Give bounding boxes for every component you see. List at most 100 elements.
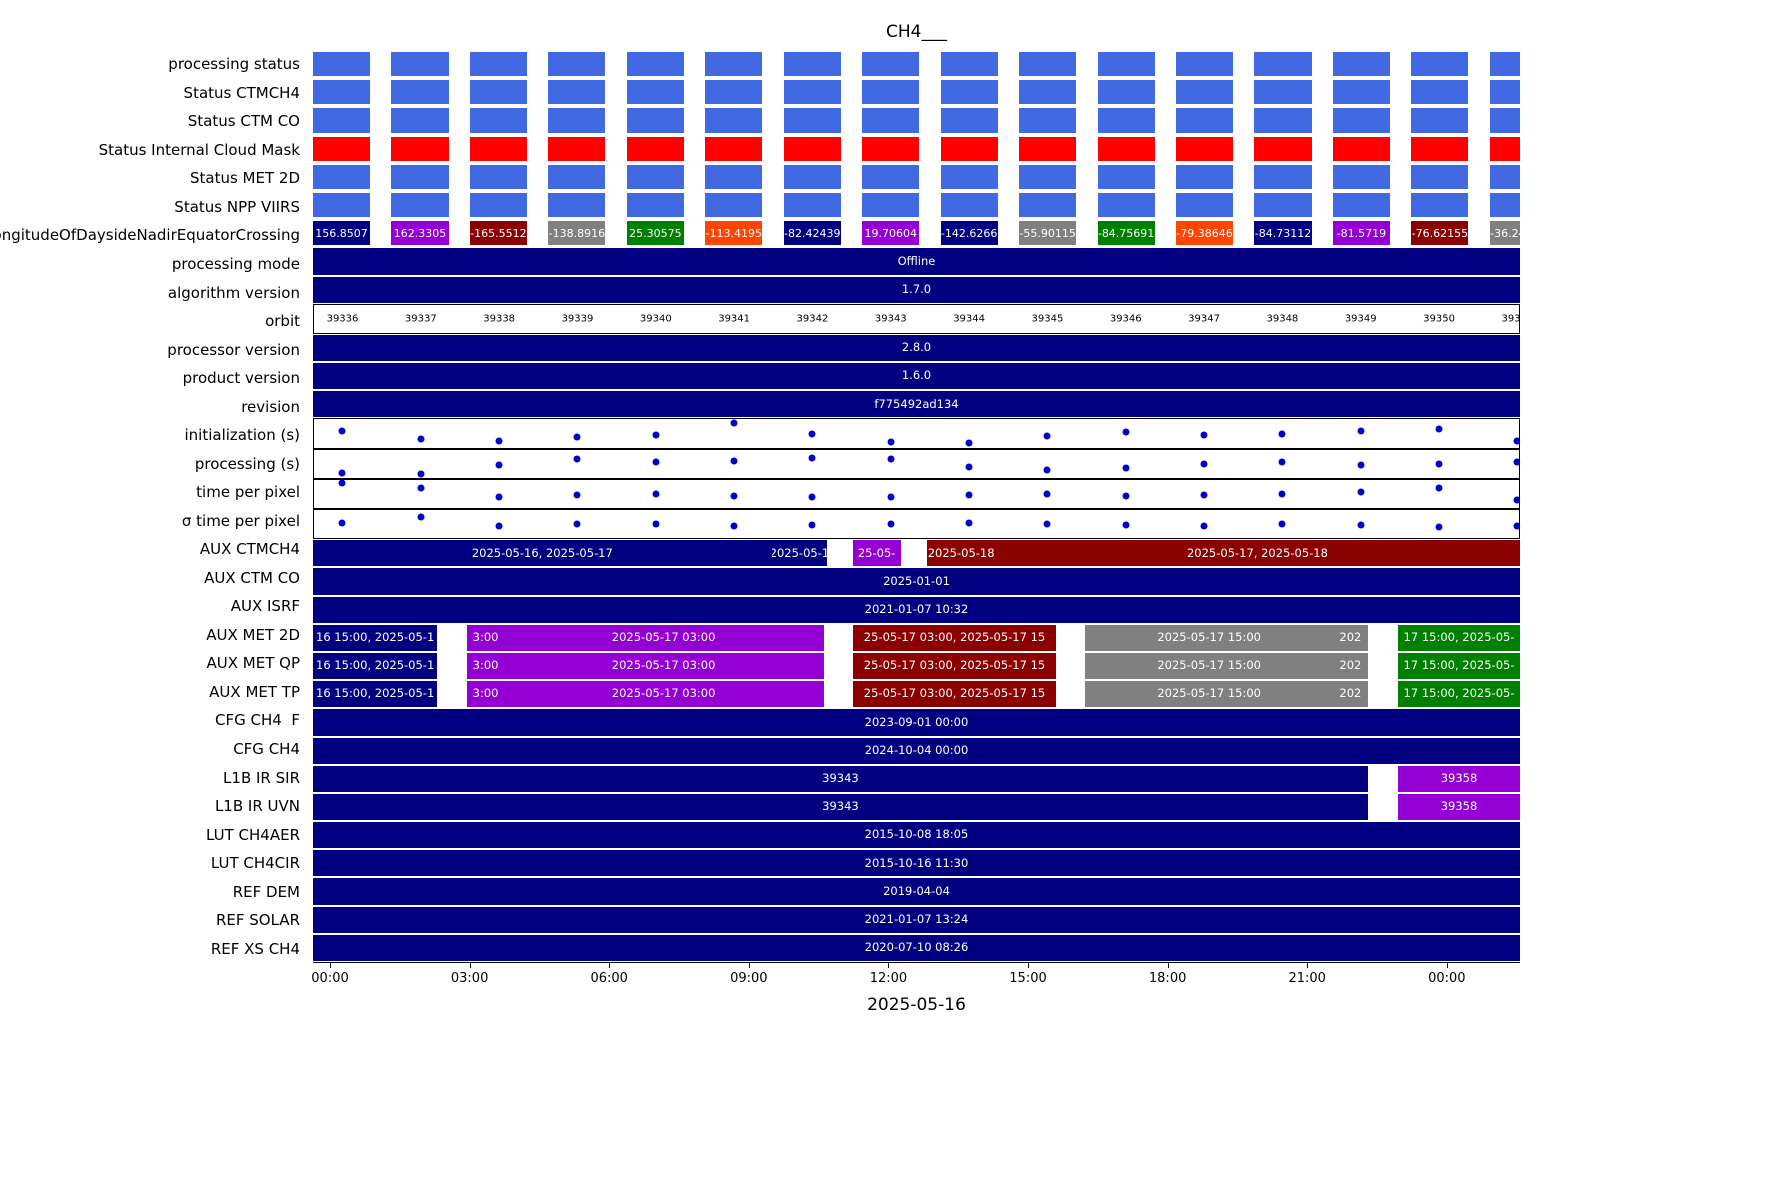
scatter-dot [1043,520,1051,528]
full-bar: 2023-09-01 00:00 [313,709,1520,736]
segment-bar-text: 2025-05-17 03:00 [611,658,716,673]
status-block [862,80,920,105]
x-tick-label: 00:00 [311,971,349,986]
segment-bar-text: 2025-05-16, 2025-05-17 [471,545,613,560]
status-block [391,52,449,77]
full-bar-text: 2.8.0 [901,340,932,355]
status-block [1097,80,1155,105]
row-label-l1b-ir-uvn: L1B IR UVN [214,797,300,816]
scatter-dot [1278,490,1286,498]
row-revision: f775492ad134 [313,390,1520,419]
value-block-text: -76.62155 [1411,226,1469,240]
scatter-dot [338,479,346,487]
scatter-dot [1122,492,1130,500]
status-block [1332,136,1390,161]
status-block [1176,108,1234,133]
x-tick-mark [748,963,750,968]
status-block [1411,52,1469,77]
status-block [469,52,527,77]
segment-bar-text: 16 15:00, 2025-05-1 [316,630,435,645]
scatter-dot [495,522,503,529]
scatter-dot [1122,464,1130,472]
orbit-number: 39350 [1423,313,1455,325]
row-aux-isrf: 2021-01-07 10:32 [313,595,1520,624]
status-block [469,192,527,218]
segment-bar: 3:00 [467,652,504,680]
scatter-dot [652,458,660,466]
segment-bar-text: 16 15:00, 2025-05-1 [316,686,435,701]
status-block [1019,192,1077,218]
row-label-ref-xs-ch4: REF XS CH4 [210,939,300,958]
status-block [862,52,920,77]
status-block [548,80,606,105]
status-block [391,108,449,133]
value-block-text: 19.70604 [864,226,917,240]
segment-bar: 2025-05-17 15:00 [1085,652,1333,680]
segment-bar: 39343 [313,765,1368,792]
status-block [1176,80,1234,105]
full-bar: 1.7.0 [313,276,1520,303]
row-longitudeofdaysidenadirequatorcrossing: 156.8507 162.3305 -165.5512 -138.8916 25.305… [313,219,1520,248]
row-aux-met-2d: 16 15:00, 2025-05-1 3:00 2025-05-17 03:00 2… [313,623,1520,652]
status-block [783,164,841,189]
scatter-dot [573,433,581,441]
status-block [1332,164,1390,189]
status-block [1254,108,1312,133]
status-block [469,108,527,133]
scatter-dot [1513,522,1519,529]
row-label-processing-s: processing (s) [194,454,300,473]
segment-bar: 16 15:00, 2025-05-1 [313,681,438,708]
scatter-dot [338,519,346,527]
status-block [548,136,606,161]
x-tick-label: 15:00 [1009,971,1047,986]
status-block [1176,52,1234,77]
full-bar-text: 2020-07-10 08:26 [864,940,969,955]
scatter-dot [1200,491,1208,499]
row-label-aux-isrf: AUX ISRF [230,597,300,616]
segment-bar: 39358 [1398,765,1520,792]
status-block [783,52,841,77]
scatter-dot [495,493,503,501]
orbit-number: 39351 [1501,313,1520,325]
row-status-internal-cloud-mask [313,134,1520,163]
segment-bar-text: 39358 [1440,771,1478,786]
scatter-dot [1200,431,1208,439]
scatter-dot [887,438,895,446]
value-block: 156.8507 [313,221,371,246]
status-block [1254,136,1312,161]
segment-bar-text: 17 15:00, 2025-05- [1403,630,1515,645]
row-label-status-ctmch4: Status CTMCH4 [183,83,300,102]
row-label-status-met-2d: Status MET 2D [189,169,300,188]
status-block [1411,80,1469,105]
row-label-aux-met-2d: AUX MET 2D [206,625,300,644]
row-label-processor-version: processor version [167,340,300,359]
status-block [783,108,841,133]
segment-bar: 2025-05-17 15:00 [1085,681,1333,708]
row-label-initialization-s: initialization (s) [184,426,300,445]
orbit-number: 39342 [796,313,829,325]
scatter-dot [417,435,425,443]
value-block-text: -165.5512 [470,226,527,240]
full-bar: 1.6.0 [313,363,1520,390]
status-block [313,192,371,218]
plot-area: 156.8507 162.3305 -165.5512 -138.8916 25.305… [313,50,1520,963]
row-time-per-pixel [313,509,1520,540]
row-orbit: 39336 39337 39338 39339 39340 39341 39342 39343… [313,303,1520,334]
segment-bar: 3:00 [467,624,504,651]
status-block [705,136,763,161]
status-block [1332,108,1390,133]
full-bar: 2015-10-16 11:30 [313,850,1520,877]
status-block [469,136,527,161]
row-status-ctmch4 [313,78,1520,107]
segment-bar-text: 17 15:00, 2025-05- [1403,658,1515,673]
status-block [548,164,606,189]
full-bar: f775492ad134 [313,391,1520,418]
value-block: -55.90115 [1019,221,1077,246]
segment-bar: 17 15:00, 2025-05- [1398,624,1520,651]
x-tick-mark [1167,963,1169,968]
x-tick-mark [1446,963,1448,968]
status-block [1019,52,1077,77]
scatter-dot [1122,428,1130,436]
segment-bar: 2025-05-17 03:00 [503,624,824,651]
status-block [626,164,684,189]
